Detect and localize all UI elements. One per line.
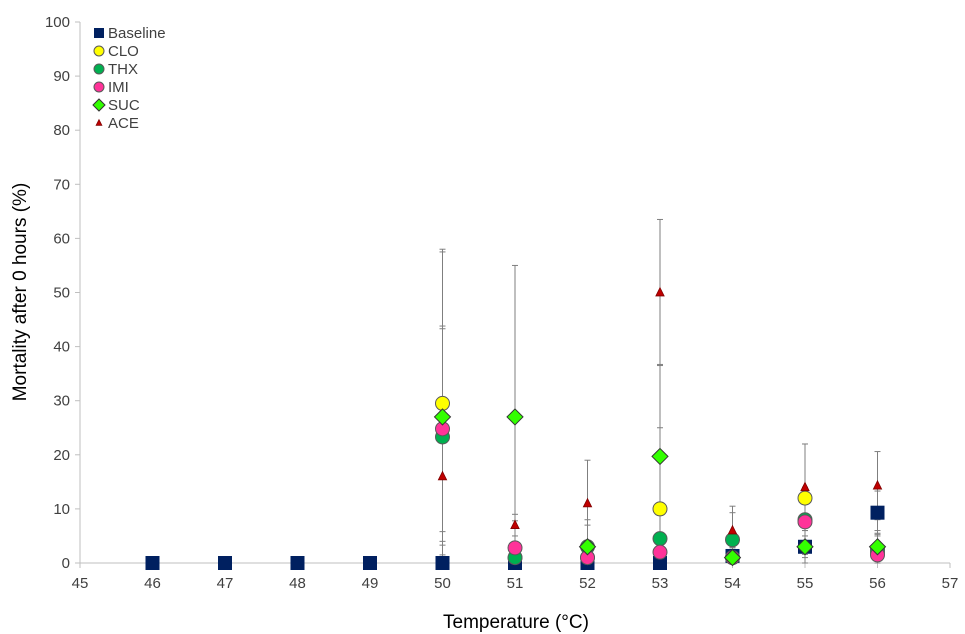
x-tick-label: 51 [507, 575, 524, 592]
suc-point [578, 538, 597, 556]
thx-point [725, 532, 740, 548]
y-tick-label: 50 [53, 285, 70, 302]
x-tick-label: 46 [144, 575, 161, 592]
clo-point [652, 501, 668, 517]
legend-label-clo: CLO [108, 43, 139, 60]
baseline-point [435, 556, 450, 570]
x-tick-label: 54 [724, 575, 741, 592]
thx-point [652, 531, 668, 547]
x-tick-label: 47 [217, 575, 234, 592]
legend-marker-thx [93, 63, 105, 75]
y-tick-label: 100 [45, 14, 70, 31]
ace-point [582, 497, 593, 508]
x-tick-label: 52 [579, 575, 596, 592]
x-tick-label: 48 [289, 575, 306, 592]
legend-marker-suc [92, 98, 106, 112]
data-markers [145, 286, 887, 570]
y-tick-label: 90 [53, 68, 70, 85]
x-tick-label: 57 [942, 575, 959, 592]
baseline-point [870, 505, 885, 520]
baseline-point [363, 556, 377, 570]
x-axis-title: Temperature (°C) [443, 612, 589, 633]
clo-point [797, 490, 813, 506]
legend-marker-ace [95, 118, 103, 126]
suc-point [868, 538, 887, 556]
y-tick-label: 80 [53, 122, 70, 139]
ace-point [727, 524, 738, 535]
legend-marker-baseline [94, 28, 104, 38]
y-tick-label: 70 [53, 176, 70, 193]
ace-point [800, 481, 810, 492]
imi-point [797, 514, 813, 530]
baseline-point [218, 556, 232, 570]
x-tick-label: 55 [797, 575, 814, 592]
baseline-point [290, 556, 305, 570]
imi-point [652, 544, 668, 560]
y-axis-ticks: 0 10 20 30 40 50 60 70 80 90 100 [45, 14, 80, 572]
y-tick-label: 30 [53, 393, 70, 410]
suc-point [651, 447, 669, 466]
legend-marker-imi [93, 81, 105, 93]
x-axis-ticks: 45 46 47 48 49 50 51 52 53 54 55 56 57 [72, 563, 959, 592]
legend-label-thx: THX [108, 61, 138, 78]
y-tick-label: 20 [53, 447, 70, 464]
baseline-point [145, 556, 160, 570]
x-tick-label: 45 [72, 575, 89, 592]
suc-point [796, 538, 814, 556]
y-tick-label: 10 [53, 501, 70, 518]
x-tick-label: 50 [434, 575, 451, 592]
y-tick-label: 60 [53, 230, 70, 247]
legend-label-ace: ACE [108, 115, 139, 132]
legend-label-baseline: Baseline [108, 25, 166, 42]
ace-point [655, 286, 665, 297]
suc-point [723, 548, 742, 567]
suc-point [506, 408, 524, 426]
ace-point [872, 479, 883, 490]
x-tick-label: 53 [652, 575, 669, 592]
legend-label-suc: SUC [108, 97, 140, 114]
legend-label-imi: IMI [108, 79, 129, 96]
imi-point [507, 540, 523, 556]
y-axis-title: Mortality after 0 hours (%) [10, 183, 31, 402]
y-tick-label: 40 [53, 339, 70, 356]
x-tick-label: 56 [869, 575, 886, 592]
x-tick-label: 49 [362, 575, 379, 592]
ace-point [510, 519, 520, 529]
y-tick-label: 0 [62, 555, 70, 572]
suc-point [433, 408, 452, 426]
legend-marker-clo [93, 45, 105, 57]
ace-point [437, 470, 448, 481]
